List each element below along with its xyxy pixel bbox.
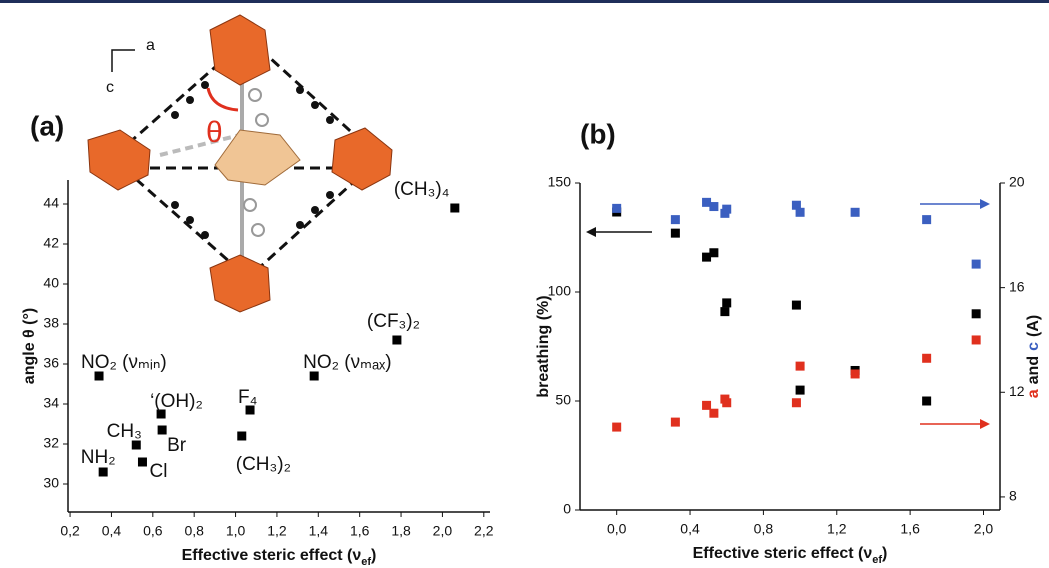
y-axis-label: angle θ (°) (21, 308, 38, 384)
y-tick-label: 0 (563, 501, 571, 517)
y2-axis-label-part: c (1025, 342, 1042, 351)
x-axis-label-part: ) (882, 545, 887, 562)
y-tick-label: 40 (43, 275, 59, 291)
data-point (138, 458, 147, 467)
x-tick-label: 2,2 (474, 523, 494, 539)
data-point (612, 204, 621, 213)
point-label: (CH₃)₄ (394, 179, 450, 200)
figure: a c θ (a) (b) 0,2 0,4 0,6 0,8 1,0 1,2 1,4 1,6 1,… (0, 0, 1049, 568)
data-point (796, 208, 805, 217)
y-tick-label: 150 (548, 174, 572, 190)
x-axis-label-part: ef (361, 556, 371, 568)
y2-tick-label: 12 (1009, 383, 1025, 399)
x-tick-label: 1,8 (391, 523, 411, 539)
y2-tick-label: 8 (1009, 488, 1017, 504)
x-axis-label: Effective steric effect (νef) (693, 545, 888, 566)
x-tick-label: 0,8 (754, 521, 774, 537)
data-point (99, 468, 108, 477)
data-point (722, 205, 731, 214)
data-point (922, 215, 931, 224)
y-tick-label: 32 (43, 435, 59, 451)
data-point (972, 260, 981, 269)
data-point (796, 362, 805, 371)
x-tick-label: 0,4 (102, 523, 122, 539)
x-tick-label: 1,6 (350, 523, 370, 539)
data-point (709, 409, 718, 418)
y-tick-label: 38 (43, 315, 59, 331)
x-axis-label-part: Effective steric effect (ν (693, 545, 873, 562)
x-tick-label: 1,0 (226, 523, 246, 539)
point-label: NO₂ (νₘₐₓ) (303, 352, 391, 373)
data-point (796, 386, 805, 395)
point-label: Br (167, 435, 187, 456)
data-point (612, 423, 621, 432)
data-point (722, 298, 731, 307)
y-tick-label: 44 (43, 195, 59, 211)
panel-label: (b) (580, 118, 616, 149)
x-tick-label: 1,2 (267, 523, 287, 539)
structure-illustration (88, 15, 392, 312)
data-point (671, 418, 680, 427)
angle-symbol: θ (206, 116, 223, 149)
x-tick-label: 0,0 (607, 521, 627, 537)
top-rule (0, 0, 1049, 3)
data-point (851, 369, 860, 378)
data-point (972, 309, 981, 318)
data-point (851, 208, 860, 217)
data-point (922, 354, 931, 363)
data-point (792, 301, 801, 310)
panel-label: (a) (30, 110, 64, 141)
y2-tick-label: 16 (1009, 278, 1025, 294)
point-label: (CH₃)₂ (236, 454, 291, 475)
point-label: Cl (149, 461, 167, 482)
y-tick-label: 42 (43, 235, 59, 251)
point-label: (CF₃)₂ (367, 311, 420, 332)
y-axis-label: breathing (%) (535, 295, 552, 397)
data-point (450, 204, 459, 213)
y2-tick-label: 20 (1009, 174, 1025, 190)
point-label: ‘(OH)₂ (150, 391, 203, 412)
data-point (702, 401, 711, 410)
point-label: F₄ (238, 387, 258, 408)
y2-axis-label-part: a (1025, 389, 1042, 398)
x-tick-label: 0,8 (184, 523, 204, 539)
data-point (972, 335, 981, 344)
y2-axis-label-part: and (1025, 356, 1042, 384)
data-point (722, 398, 731, 407)
x-axis-label-part: ) (371, 547, 376, 564)
data-point (237, 432, 246, 441)
data-point (720, 307, 729, 316)
data-point (709, 248, 718, 257)
x-tick-label: 0,2 (60, 523, 80, 539)
data-point (792, 398, 801, 407)
x-tick-label: 2,0 (433, 523, 453, 539)
y-tick-label: 34 (43, 395, 59, 411)
x-tick-label: 0,6 (143, 523, 163, 539)
x-tick-label: 0,4 (680, 521, 700, 537)
y-tick-label: 36 (43, 355, 59, 371)
axis-indicator-label: c (106, 79, 114, 96)
x-axis-label-part: Effective steric effect (ν (182, 547, 362, 564)
x-tick-label: 1,2 (827, 521, 847, 537)
x-axis-label-part: ef (872, 554, 882, 566)
x-tick-label: 1,4 (309, 523, 329, 539)
data-point (392, 336, 401, 345)
axis-indicator-label: a (146, 37, 155, 54)
x-axis-label: Effective steric effect (νef) (182, 547, 377, 568)
x-tick-label: 2,0 (974, 521, 994, 537)
y2-axis-label: a and c (A) (1025, 315, 1042, 398)
point-label: NH₂ (81, 447, 116, 468)
data-point (671, 229, 680, 238)
data-point (158, 426, 167, 435)
data-point (671, 215, 680, 224)
axis-arrows (586, 199, 990, 429)
data-point (709, 202, 718, 211)
y2-axis-label-part: (A) (1025, 315, 1042, 337)
y-tick-label: 50 (555, 392, 571, 408)
data-point (922, 397, 931, 406)
point-label: CH₃ (107, 421, 142, 442)
x-tick-label: 1,6 (900, 521, 920, 537)
y-tick-label: 30 (43, 475, 59, 491)
point-label: NO₂ (νₘᵢₙ) (81, 352, 167, 373)
